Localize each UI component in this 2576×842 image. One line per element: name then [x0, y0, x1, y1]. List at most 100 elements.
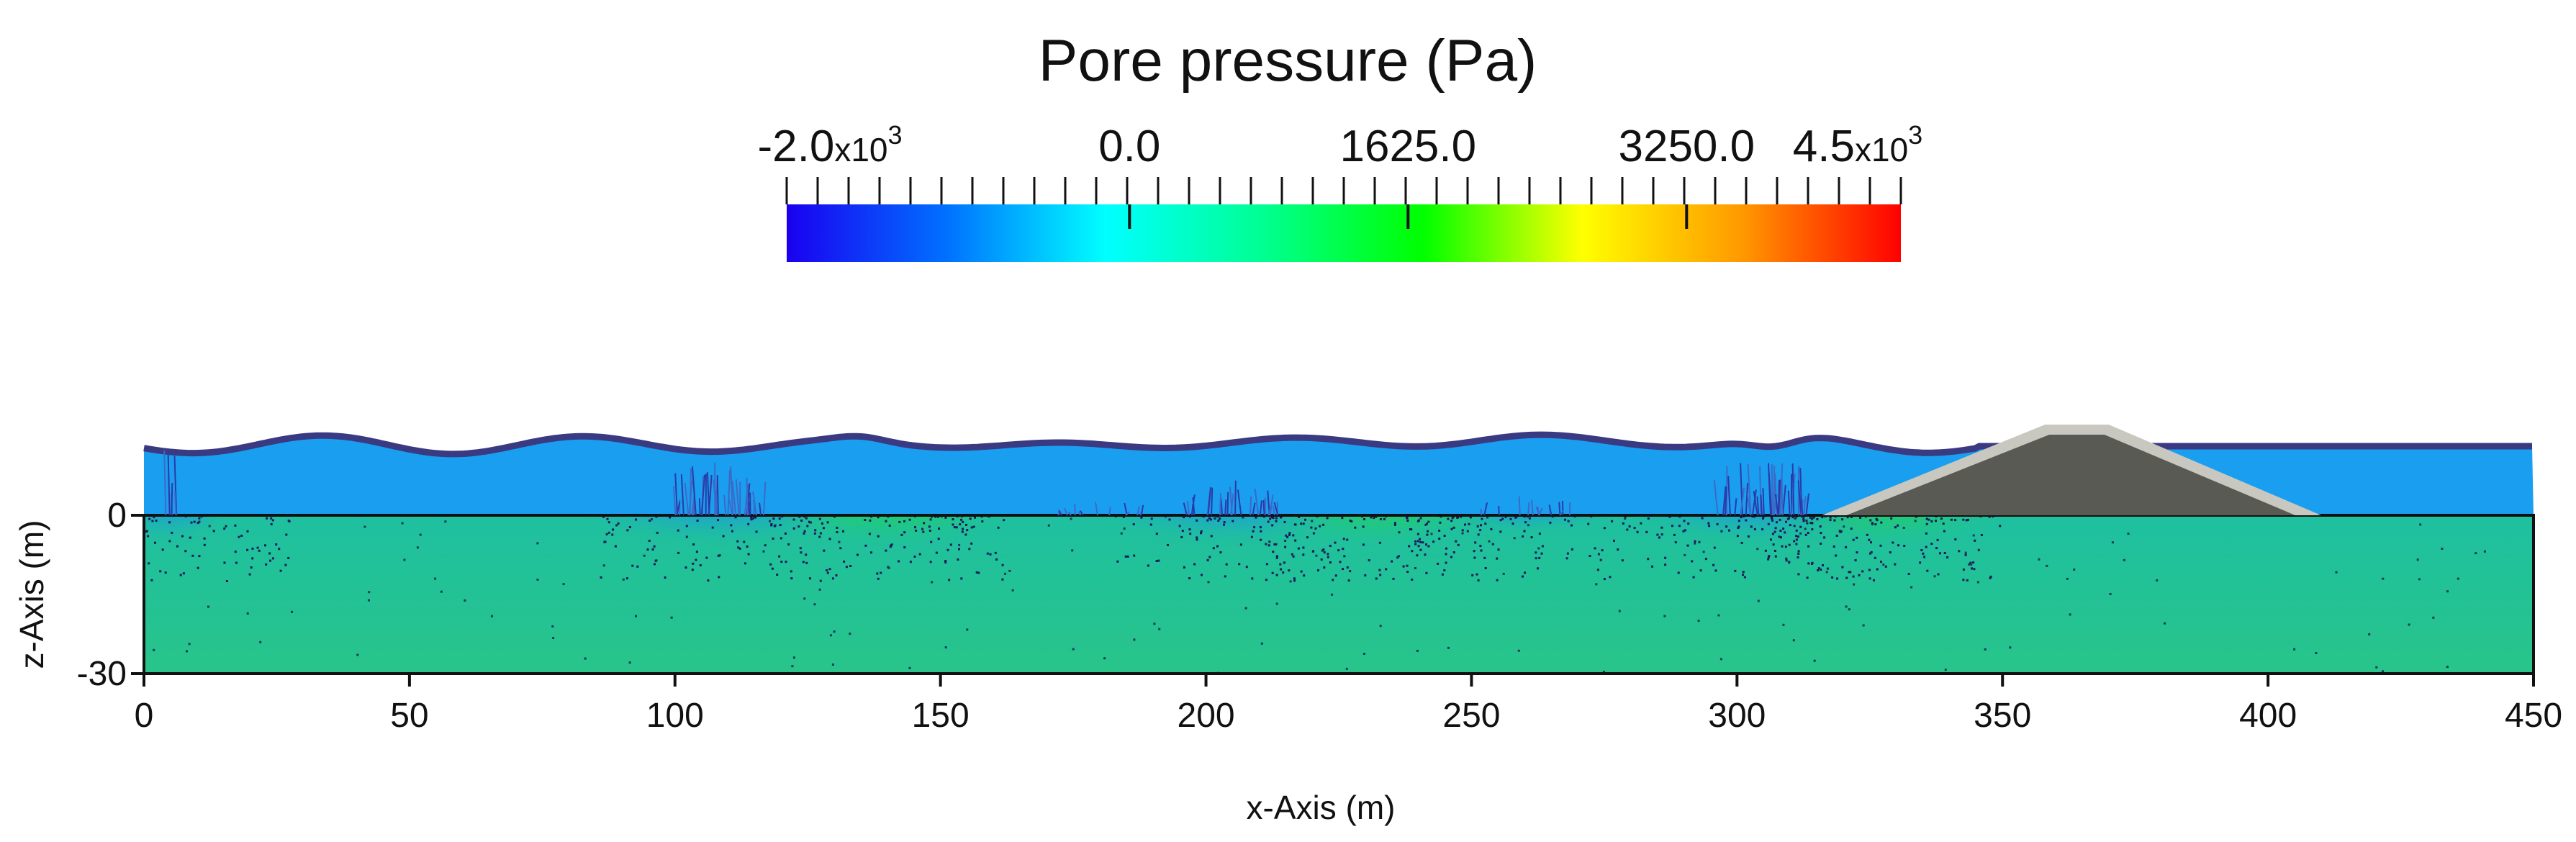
- splash-spike: [1530, 499, 1534, 516]
- seabed-particle: [1944, 669, 1947, 671]
- seabed-particle: [264, 544, 266, 547]
- splash-spike: [1805, 493, 1809, 516]
- splash-spike: [1140, 504, 1144, 516]
- seabed-particle: [1408, 545, 1411, 548]
- splash-spike: [1751, 489, 1757, 516]
- seabed-particle: [1452, 551, 1455, 553]
- seabed-particle: [1779, 518, 1781, 521]
- seabed-particle: [1838, 530, 1841, 533]
- seabed-particle: [1859, 517, 1862, 519]
- seabed-particle: [168, 540, 171, 543]
- seabed-particle: [1331, 593, 1334, 596]
- seabed-particle: [944, 560, 947, 562]
- seabed-particle: [1806, 576, 1809, 579]
- seabed-particle: [692, 562, 695, 565]
- seabed-particle: [944, 646, 947, 648]
- seabed-particle: [225, 580, 228, 582]
- seabed-particle: [1958, 550, 1961, 553]
- splash-spike: [1537, 506, 1540, 516]
- y-axis-label: z-Axis (m): [13, 520, 50, 669]
- seabed-particle: [1402, 565, 1405, 568]
- seabed-particle: [1282, 571, 1285, 574]
- seabed-particle: [864, 519, 867, 521]
- seabed-particle: [1224, 575, 1226, 578]
- seabed-particle: [1793, 525, 1796, 528]
- seabed-particle: [551, 625, 554, 628]
- seabed-particle: [1378, 541, 1381, 544]
- seabed-particle: [95, 521, 97, 523]
- seabed-particle: [755, 530, 758, 533]
- seabed-particle: [1747, 535, 1750, 538]
- seabed-particle: [1475, 573, 1478, 576]
- seabed-particle: [150, 579, 153, 581]
- seabed-particle: [764, 544, 767, 547]
- seabed-particle: [203, 543, 206, 546]
- seabed-particle: [1618, 610, 1621, 612]
- seabed-particle: [1223, 521, 1226, 524]
- seabed-particle: [835, 574, 838, 576]
- splash-spike: [730, 466, 734, 516]
- seabed-particle: [1835, 534, 1838, 537]
- seabed-particle: [981, 520, 984, 522]
- seabed-particle: [769, 563, 772, 566]
- seabed-particle: [1845, 605, 1848, 608]
- seabed-particle: [1846, 516, 1849, 519]
- seabed-particle: [1740, 516, 1743, 519]
- seabed-particle: [826, 571, 829, 574]
- seabed-particle: [1841, 518, 1844, 521]
- seabed-particle: [536, 579, 539, 581]
- seabed-particle: [1826, 567, 1829, 570]
- seabed-particle: [1158, 628, 1161, 630]
- seabed-particle: [1223, 523, 1225, 526]
- seabed-particle: [1868, 577, 1871, 580]
- seabed-particle: [1314, 527, 1317, 530]
- seabed-particle: [1297, 547, 1300, 550]
- seabed-particle: [975, 571, 978, 574]
- seabed-particle: [1820, 532, 1822, 535]
- seabed-particle: [1323, 566, 1326, 569]
- seabed-particle: [1717, 614, 1720, 617]
- seabed-particle: [250, 566, 253, 569]
- seabed-particle: [1284, 546, 1287, 548]
- seabed-particle: [99, 530, 101, 533]
- seabed-particle: [1214, 517, 1216, 520]
- seabed-particle: [1713, 546, 1716, 549]
- seabed-particle: [1925, 517, 1928, 520]
- splash-spike: [1207, 486, 1211, 516]
- seabed-particle: [1477, 579, 1480, 581]
- seabed-particle: [1792, 639, 1795, 642]
- seabed-particle: [1460, 515, 1463, 518]
- seabed-particle: [966, 529, 969, 532]
- seabed-particle: [235, 561, 238, 564]
- seabed-particle: [1791, 516, 1794, 519]
- splash-spike: [673, 486, 677, 516]
- seabed-particle: [1594, 547, 1596, 550]
- seabed-particle: [1275, 517, 1278, 520]
- seabed-particle: [656, 531, 659, 534]
- seabed-particle: [140, 523, 143, 525]
- seabed-particle: [792, 527, 795, 530]
- z-tick-label: 0: [107, 497, 127, 535]
- seabed-particle: [1871, 522, 1874, 525]
- seabed-particle: [2432, 616, 2435, 619]
- seabed-particle: [818, 517, 821, 520]
- seabed-particle: [977, 571, 980, 574]
- seabed-particle: [1517, 649, 1520, 652]
- seabed-particle: [1925, 532, 1928, 535]
- seabed-particle: [1870, 551, 1873, 553]
- seabed-particle: [928, 525, 931, 528]
- seabed-particle: [1897, 544, 1899, 547]
- seabed-particle: [1488, 540, 1491, 543]
- seabed-particle: [1535, 551, 1537, 554]
- seabed-particle: [198, 517, 201, 520]
- seabed-particle: [2418, 578, 2421, 581]
- seabed-particle: [1977, 548, 1980, 551]
- colorbar-label: 4.5x103: [1793, 120, 1922, 171]
- seabed-particle: [1988, 515, 1991, 518]
- seabed-particle: [1684, 529, 1686, 532]
- seabed-particle: [831, 577, 834, 580]
- seabed-particle: [970, 542, 973, 545]
- seabed-particle: [1835, 554, 1838, 557]
- seabed-particle: [1664, 563, 1667, 566]
- seabed-particle: [1813, 659, 1816, 662]
